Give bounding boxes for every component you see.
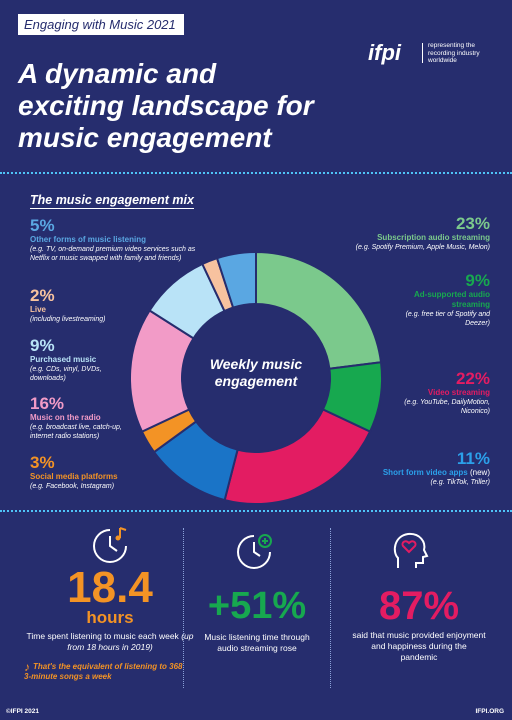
stat-hours-note-text: That's the equivalent of listening to 36… (24, 662, 183, 681)
segment-label-radio: 16% Music on the radio (e.g. broadcast l… (30, 395, 130, 441)
segment-name: Purchased music (30, 355, 97, 364)
segment-name: Ad-supported audio streaming (414, 290, 490, 309)
stat-happiness-number: 87% (378, 584, 460, 628)
segment-label-other: 5% Other forms of music listening (e.g. … (30, 217, 200, 263)
segment-pct: 5% (30, 216, 55, 235)
segment-pct: 16% (30, 394, 65, 413)
music-note-icon: ♪ (24, 660, 30, 674)
stat-streaming-caption: Music listening time through audio strea… (204, 632, 310, 653)
segment-name: Short form video apps (new) (330, 468, 490, 478)
stat-hours-number: 18.4 (67, 563, 153, 612)
ifpi-logo: ifpi representing the recording industry… (368, 40, 498, 66)
segment-label-purchased: 9% Purchased music (e.g. CDs, vinyl, DVD… (30, 337, 125, 383)
segment-example: (e.g. free tier of Spotify and Deezer) (405, 311, 490, 327)
segment-example: (e.g. Facebook, Instagram) (30, 483, 115, 490)
new-badge: (new) (469, 468, 490, 477)
stat-divider-1 (183, 528, 184, 688)
segment-label-ad-supported: 9% Ad-supported audio streaming (e.g. fr… (385, 272, 490, 328)
segment-name: Video streaming (427, 388, 490, 397)
segment-pct: 11% (456, 449, 490, 468)
chart-center-label: Weekly music engagement (196, 356, 316, 390)
footer-copyright: ©IFPI 2021 (6, 708, 39, 715)
segment-label-short-form: 11% Short form video apps (new) (e.g. Ti… (330, 450, 490, 487)
segment-label-video: 22% Video streaming (e.g. YouTube, Daily… (385, 370, 490, 416)
segment-pct: 22% (455, 369, 490, 388)
report-tag: Engaging with Music 2021 (18, 14, 184, 35)
segment-pct: 23% (455, 214, 490, 233)
stat-hours-unit: hours (86, 608, 134, 627)
page-title: A dynamic and exciting landscape for mus… (18, 58, 358, 154)
segment-pct: 9% (465, 271, 490, 290)
donut-segment-1 (255, 250, 383, 370)
stat-happiness-caption: said that music provided enjoyment and h… (352, 630, 486, 662)
segment-name: Music on the radio (30, 413, 101, 422)
dotted-divider-top (0, 172, 512, 174)
segment-label-social: 3% Social media platforms (e.g. Facebook… (30, 454, 180, 491)
stat-hours-caption-main: Time spent listening to music each week (26, 631, 179, 641)
footer-url: IFPI.ORG (475, 708, 504, 715)
segment-name: Social media platforms (30, 472, 118, 481)
segment-label-live: 2% Live (including livestreaming) (30, 287, 180, 324)
dotted-divider-bottom (0, 510, 512, 512)
head-heart-icon (393, 532, 429, 568)
logo-divider (422, 43, 423, 63)
title-line-2: exciting landscape for (18, 90, 314, 121)
title-line-3: music engagement (18, 122, 272, 153)
segment-pct: 9% (30, 336, 55, 355)
stat-streaming-number: +51% (207, 585, 307, 627)
segment-example: (e.g. CDs, vinyl, DVDs, downloads) (30, 366, 102, 382)
segment-example: (e.g. TV, on-demand premium video servic… (30, 246, 196, 262)
stat-hours-caption-sub: (up from 18 hours in 2019) (67, 631, 194, 652)
segment-example: (including livestreaming) (30, 316, 106, 323)
clock-music-icon (93, 527, 127, 563)
segment-example: (e.g. YouTube, DailyMotion, Niconico) (404, 399, 490, 415)
logo-word: ifpi (368, 40, 401, 65)
segment-name: Subscription audio streaming (377, 233, 490, 242)
segment-name-text: Short form video apps (382, 468, 468, 477)
segment-example: (e.g. TikTok, Triller) (430, 479, 490, 486)
center-label-line-2: engagement (214, 373, 298, 389)
donut-segment-9 (215, 250, 257, 309)
segment-name: Live (30, 305, 47, 314)
clock-plus-icon (237, 534, 272, 569)
center-label-line-1: Weekly music (209, 356, 303, 372)
segment-pct: 2% (30, 286, 55, 305)
title-line-1: A dynamic and (18, 58, 217, 89)
segment-example: (e.g. broadcast live, catch-up, internet… (30, 424, 122, 440)
stat-hours-note: ♪ That's the equivalent of listening to … (24, 660, 184, 682)
mix-title: The music engagement mix (30, 193, 194, 209)
stat-hours-caption: Time spent listening to music each week … (22, 631, 198, 653)
logo-tagline: representing the recording industry worl… (428, 42, 480, 64)
segment-pct: 3% (30, 453, 55, 472)
stat-divider-2 (330, 528, 331, 688)
segment-label-subscription: 23% Subscription audio streaming (e.g. S… (300, 215, 490, 252)
segment-example: (e.g. Spotify Premium, Apple Music, Melo… (355, 244, 490, 251)
segment-name: Other forms of music listening (30, 235, 147, 244)
